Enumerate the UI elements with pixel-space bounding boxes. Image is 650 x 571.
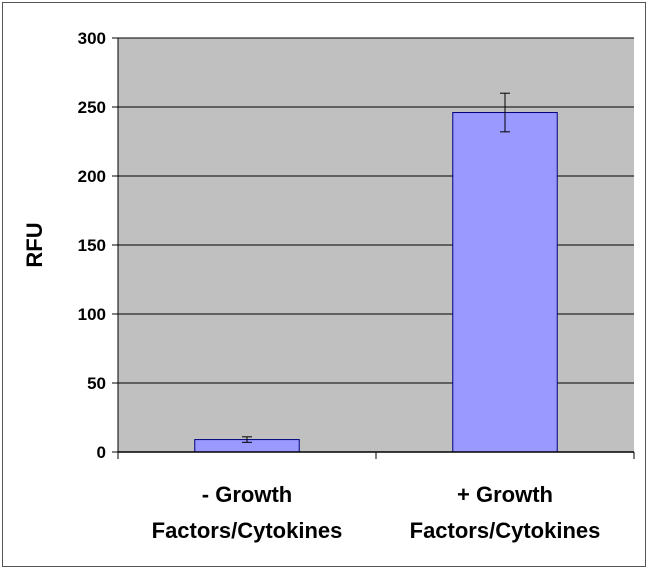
- y-tick-label: 50: [87, 374, 106, 393]
- y-tick-labels: 0 50 100 150 200 250 300: [78, 29, 106, 462]
- y-tick-label: 150: [78, 236, 106, 255]
- bars: [194, 112, 558, 453]
- x-category-label: - Growth: [202, 482, 292, 507]
- y-tick-label: 0: [97, 443, 106, 462]
- y-tick-label: 200: [78, 167, 106, 186]
- error-bars: [242, 92, 510, 443]
- y-tick-label: 100: [78, 305, 106, 324]
- bar: [452, 112, 558, 453]
- x-category-label: Factors/Cytokines: [410, 518, 601, 543]
- y-axis-title: RFU: [22, 222, 47, 267]
- y-tick-label: 300: [78, 29, 106, 48]
- axes: [112, 37, 635, 459]
- x-category-labels: - Growth Factors/Cytokines + Growth Factors…: [152, 482, 601, 543]
- x-category-label: + Growth: [457, 482, 553, 507]
- x-category-label: Factors/Cytokines: [152, 518, 343, 543]
- y-tick-label: 250: [78, 98, 106, 117]
